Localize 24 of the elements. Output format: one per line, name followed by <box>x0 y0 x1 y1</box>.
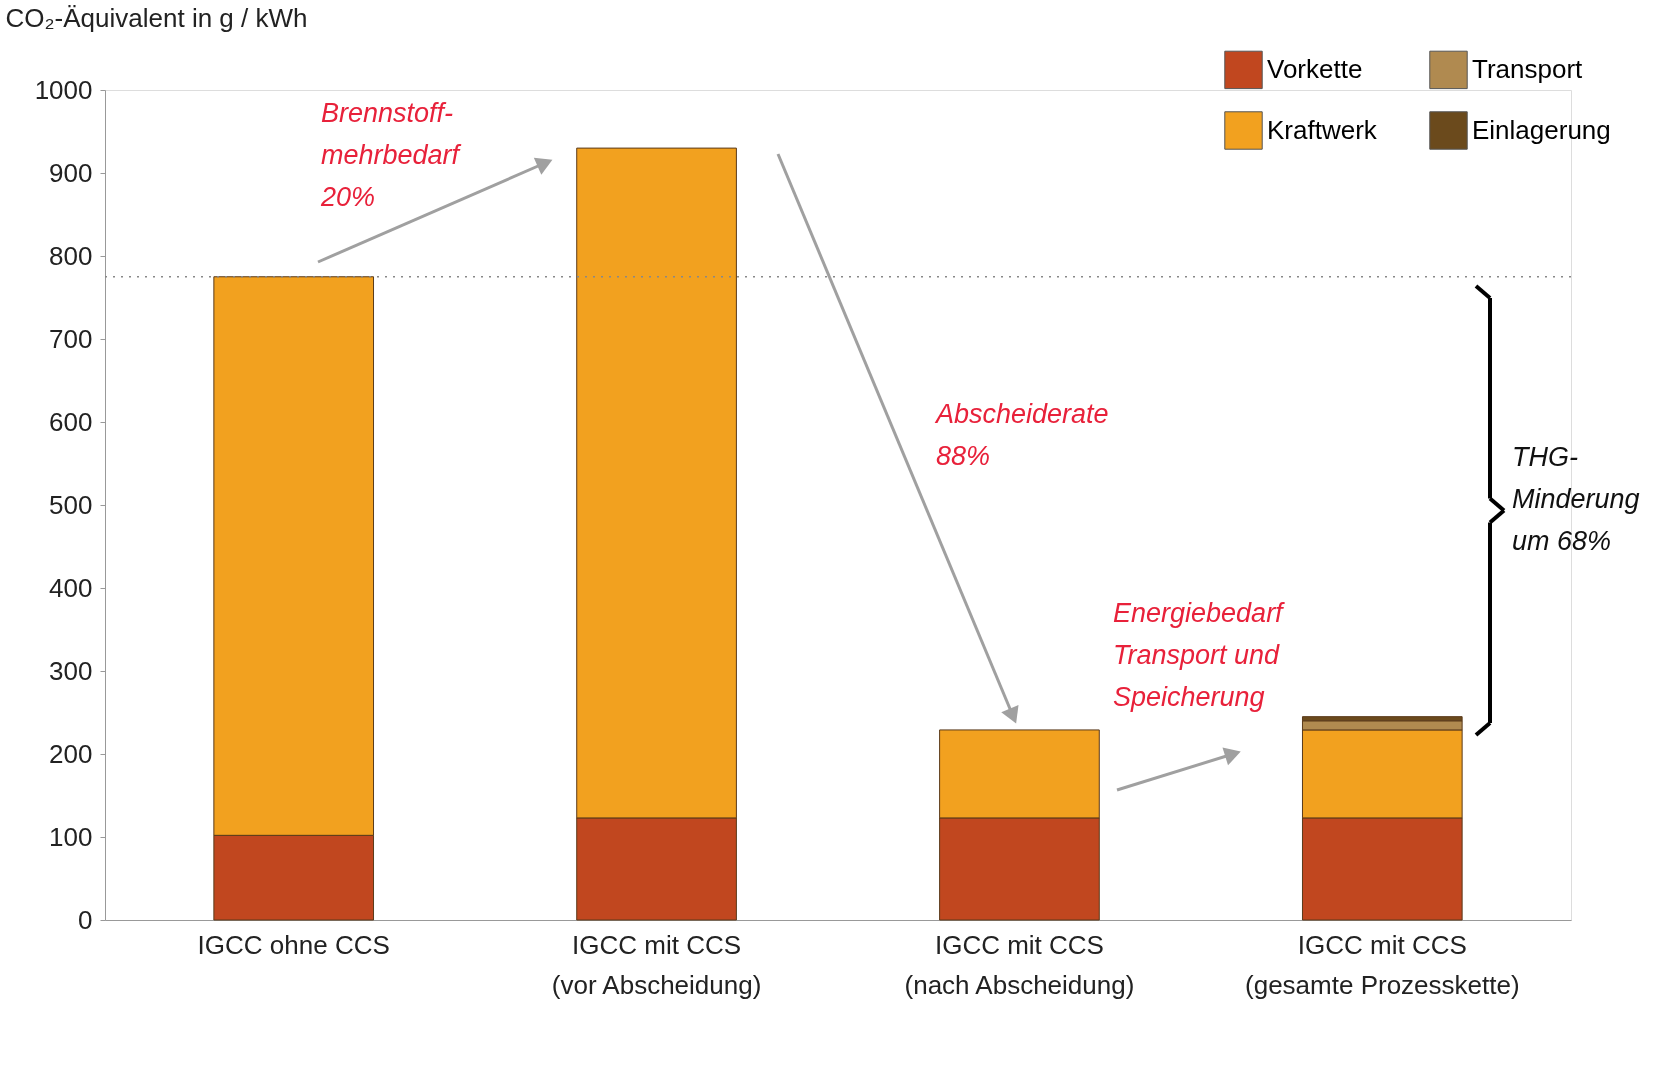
annotation: THG- Minderung um 68% <box>1512 442 1640 556</box>
y-tick-label: 1000 <box>34 74 93 105</box>
legend-label: Einlagerung <box>1472 114 1611 145</box>
annotation: Brennstoff- mehrbedarf 20% <box>320 98 462 212</box>
x-tick-label: IGCC mit CCS (nach Abscheidung) <box>904 929 1135 1000</box>
y-tick-label: 900 <box>49 157 93 188</box>
annotation: Abscheiderate 88% <box>934 399 1109 471</box>
legend-label: Vorkette <box>1267 53 1363 84</box>
x-tick-label: IGCC ohne CCS <box>197 929 390 960</box>
legend-label: Kraftwerk <box>1267 114 1378 145</box>
y-tick-label: 700 <box>49 323 93 354</box>
x-tick-label: IGCC mit CCS (gesamte Prozesskette) <box>1245 929 1520 1000</box>
y-tick-label: 400 <box>49 572 93 603</box>
y-tick-label: 500 <box>49 489 93 520</box>
y-tick-label: 0 <box>78 904 93 935</box>
y-tick-label: 300 <box>49 655 93 686</box>
legend-label: Transport <box>1472 53 1584 84</box>
y-tick-label: 100 <box>49 821 93 852</box>
x-tick-label: IGCC mit CCS (vor Abscheidung) <box>551 929 762 1000</box>
y-tick-label: 600 <box>49 406 93 437</box>
y-tick-label: 800 <box>49 240 93 271</box>
y-axis-title: CO₂-Äquivalent in g / kWh <box>5 2 308 33</box>
annotation: Energiebedarf Transport und Speicherung <box>1113 598 1286 712</box>
y-tick-label: 200 <box>49 738 93 769</box>
